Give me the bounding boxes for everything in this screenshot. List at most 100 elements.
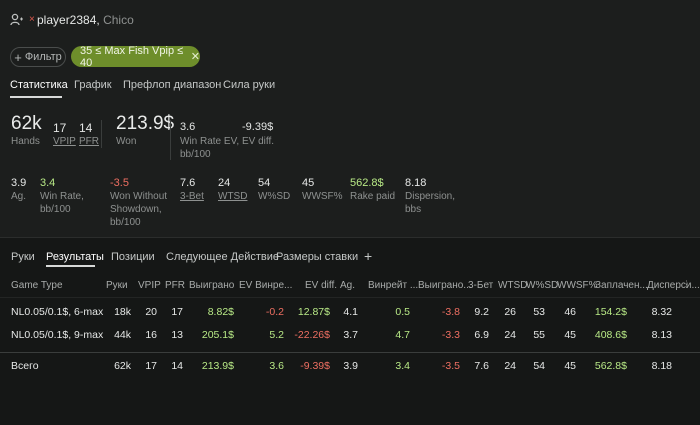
- wsd-value: 54: [258, 177, 271, 189]
- ev-diff-value: -9.39$: [242, 121, 274, 133]
- column-header-wtsd[interactable]: WTSD: [498, 280, 528, 291]
- tab-preflop-range[interactable]: Префлоп диапазон: [123, 79, 222, 91]
- tab-statistics[interactable]: Статистика: [10, 79, 68, 91]
- column-header-winrate[interactable]: Винрейт ...: [368, 280, 419, 291]
- cell-winrate: 0.5: [395, 306, 410, 318]
- column-header-won-without-sd[interactable]: Выиграно...: [418, 280, 472, 291]
- cell-wtsd: 24: [504, 360, 516, 372]
- tab-results[interactable]: Результаты: [46, 251, 104, 263]
- winrate-value: 3.4: [40, 177, 56, 189]
- column-header-rake[interactable]: Заплачен...: [595, 280, 648, 291]
- column-header-ev-diff[interactable]: EV diff.: [305, 280, 338, 291]
- column-header-vpip[interactable]: VPIP: [138, 280, 161, 291]
- cell-three-bet: 9.2: [474, 306, 489, 318]
- wwsf-value: 45: [302, 177, 315, 189]
- vpip-label[interactable]: VPIP: [53, 136, 76, 147]
- cell-pfr: 13: [171, 329, 183, 341]
- won-label: Won: [116, 136, 137, 147]
- wsd-label: W%SD: [258, 191, 291, 202]
- add-filter-button[interactable]: + Фильтр: [10, 47, 66, 67]
- hands-label: Hands: [11, 136, 40, 147]
- cell-vpip: 16: [145, 329, 157, 341]
- column-header-pfr[interactable]: PFR: [165, 280, 185, 291]
- wtsd-value: 24: [218, 177, 231, 189]
- column-header-wsd[interactable]: W%SD: [526, 280, 559, 291]
- cell-wsd: 53: [533, 306, 545, 318]
- tab-bet-sizes[interactable]: Размеры ставки: [276, 251, 359, 263]
- column-header-ag[interactable]: Ag.: [340, 280, 356, 291]
- row-divider: [0, 297, 700, 298]
- cell-hands: 44k: [114, 329, 131, 341]
- cell-wwsf: 45: [564, 329, 576, 341]
- cell-ev-winrate: 5.2: [269, 329, 284, 341]
- add-tab-icon[interactable]: +: [364, 248, 373, 264]
- close-icon[interactable]: ✕: [190, 51, 200, 63]
- cell-pfr: 14: [171, 360, 183, 372]
- cell-hands: 18k: [114, 306, 131, 318]
- table-total-row: Всего 62k 17 14 213.9$ 3.6 -9.39$ 3.9 3.…: [0, 357, 700, 375]
- tab-positions[interactable]: Позиции: [111, 251, 155, 263]
- player-alias: Chico: [103, 13, 134, 27]
- cell-won: 8.82$: [207, 306, 234, 318]
- tab-next-action[interactable]: Следующее Действие: [166, 251, 279, 263]
- active-tab-indicator: [46, 265, 95, 267]
- dispersion-value: 8.18: [405, 177, 427, 189]
- tab-hand-strength[interactable]: Сила руки: [223, 79, 276, 91]
- column-header-three-bet[interactable]: 3-Бет: [468, 280, 494, 291]
- cell-wtsd: 26: [504, 306, 516, 318]
- dispersion-label: Dispersion, bbs: [405, 191, 456, 215]
- column-header-game-type[interactable]: Game Type: [11, 280, 63, 291]
- cell-won-without-sd: -3.5: [441, 360, 460, 372]
- column-header-hands[interactable]: Руки: [106, 280, 128, 291]
- pfr-label[interactable]: PFR: [79, 136, 99, 147]
- filter-chip-label: 35 ≤ Max Fish Vpip ≤ 40: [80, 44, 184, 69]
- cell-pfr: 17: [171, 306, 183, 318]
- three-bet-value: 7.6: [180, 177, 196, 189]
- filter-chip[interactable]: 35 ≤ Max Fish Vpip ≤ 40 ✕: [71, 44, 200, 69]
- cell-vpip: 17: [145, 360, 157, 372]
- column-header-won[interactable]: Выиграно: [189, 280, 235, 291]
- column-settings-icon[interactable]: ⋮: [682, 279, 691, 289]
- cell-rake: 562.8$: [594, 360, 627, 372]
- table-row[interactable]: NL0.05/0.1$, 6-max 18k 20 17 8.82$ -0.2 …: [0, 303, 700, 321]
- results-panel: [0, 238, 700, 425]
- cell-dispersion: 8.32: [651, 306, 672, 318]
- divider: [101, 120, 102, 148]
- cell-ev-winrate: 3.6: [269, 360, 284, 372]
- cell-three-bet: 6.9: [474, 329, 489, 341]
- cell-game-type: NL0.05/0.1$, 9-max: [11, 329, 104, 341]
- table-row[interactable]: NL0.05/0.1$, 9-max 44k 16 13 205.1$ 5.2 …: [0, 326, 700, 344]
- ag-label: Ag.: [11, 191, 27, 202]
- divider: [170, 120, 171, 160]
- player-name: player2384,: [37, 13, 100, 27]
- cell-wsd: 54: [533, 360, 545, 372]
- cell-won-without-sd: -3.3: [441, 329, 460, 341]
- rake-value: 562.8$: [350, 177, 384, 189]
- column-header-ev-winrate[interactable]: EV Винре...: [239, 280, 293, 291]
- cell-ev-winrate: -0.2: [265, 306, 284, 318]
- cell-hands: 62k: [114, 360, 131, 372]
- three-bet-label[interactable]: 3-Bet: [180, 191, 204, 202]
- ev-diff-label: EV diff.: [242, 136, 275, 147]
- cell-ev-diff: 12.87$: [297, 306, 330, 318]
- cell-rake: 408.6$: [594, 329, 627, 341]
- cell-dispersion: 8.13: [651, 329, 672, 341]
- tab-chart[interactable]: График: [74, 79, 112, 91]
- plus-icon: +: [14, 49, 22, 65]
- cell-ag: 4.1: [343, 306, 358, 318]
- cell-ag: 3.9: [343, 360, 358, 372]
- cell-ev-diff: -22.26$: [294, 329, 330, 341]
- cell-wwsf: 46: [564, 306, 576, 318]
- rake-label: Rake paid: [350, 191, 396, 202]
- cell-dispersion: 8.18: [651, 360, 672, 372]
- wtsd-label[interactable]: WTSD: [218, 191, 248, 202]
- ag-value: 3.9: [11, 177, 27, 189]
- tab-hands[interactable]: Руки: [11, 251, 35, 263]
- cell-winrate: 3.4: [395, 360, 410, 372]
- cell-wtsd: 24: [504, 329, 516, 341]
- cell-wsd: 55: [533, 329, 545, 341]
- column-header-wwsf[interactable]: WWSF%: [557, 280, 598, 291]
- won-value: 213.9$: [116, 113, 175, 134]
- cell-ev-diff: -9.39$: [300, 360, 330, 372]
- column-header-dispersion[interactable]: Дисперси...: [647, 280, 700, 291]
